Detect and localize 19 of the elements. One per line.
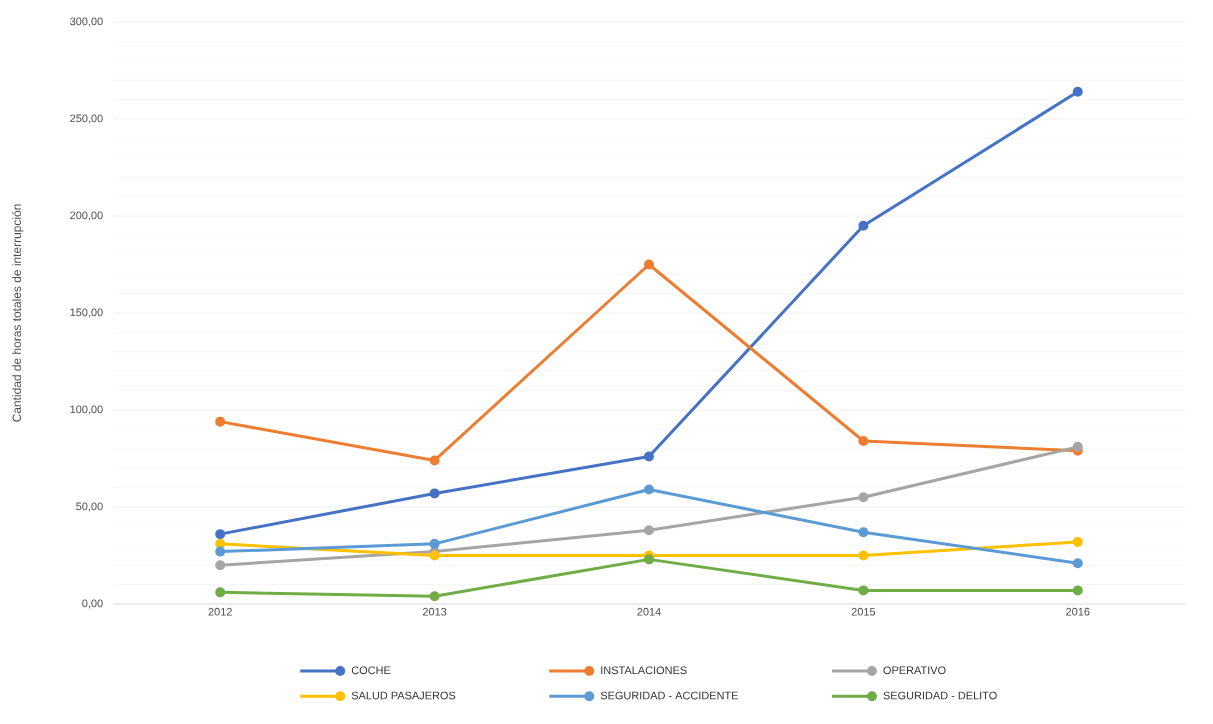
- y-axis-title: Cantidad de horas totales de interrupción: [12, 204, 24, 422]
- x-tick-label: 2013: [422, 607, 447, 616]
- legend-label: INSTALACIONES: [601, 666, 687, 675]
- legend-label: SALUD PASAJEROS: [351, 691, 456, 700]
- legend-label: COCHE: [351, 666, 391, 675]
- y-tick-label: 300,00: [70, 17, 103, 27]
- x-tick-label: 2016: [1066, 607, 1090, 616]
- y-tick-label: 0,00: [82, 599, 103, 609]
- y-tick-label: 50,00: [76, 502, 103, 512]
- y-tick-label: 150,00: [70, 308, 103, 318]
- x-tick-label: 2015: [851, 607, 876, 616]
- x-tick-label: 2014: [637, 607, 661, 616]
- legend-label: SEGURIDAD - ACCIDENTE: [600, 691, 738, 700]
- legend-label: SEGURIDAD - DELITO: [883, 691, 997, 700]
- y-tick-label: 250,00: [70, 114, 103, 124]
- legend-label: OPERATIVO: [883, 666, 946, 675]
- y-tick-label: 200,00: [70, 211, 103, 221]
- y-tick-label: 100,00: [70, 405, 103, 415]
- x-tick-label: 2012: [208, 607, 232, 616]
